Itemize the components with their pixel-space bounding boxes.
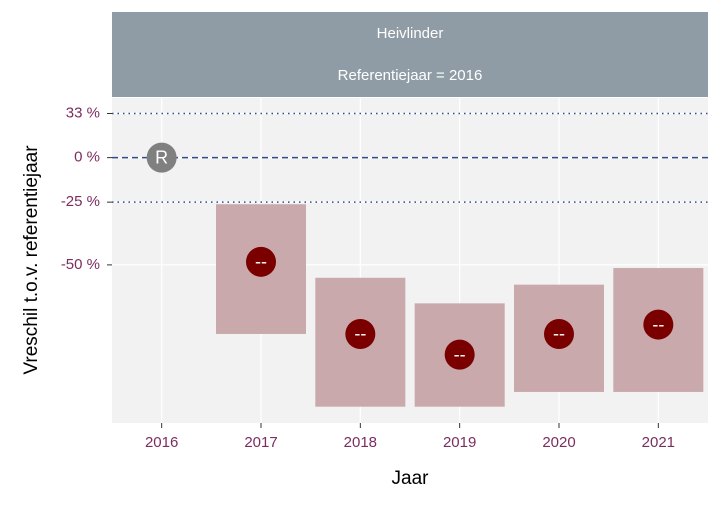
point [345,318,376,349]
point-label: -- [354,324,366,344]
point [544,318,574,349]
x-tick-label: 2020 [542,434,575,451]
point [444,339,475,370]
y-tick-label: -50 % [61,256,100,273]
point [643,309,674,340]
strip-title: Heivlinder [377,25,444,42]
panel [112,98,708,423]
point [246,246,276,277]
point-label: -- [454,344,466,364]
strip-subtitle: Referentiejaar = 2016 [338,67,483,84]
y-tick-label: 0 % [74,149,100,166]
x-tick-label: 2019 [443,434,476,451]
point-label: -- [652,314,664,334]
y-axis-title: Vreschil t.o.v. referentiejaar [21,145,42,375]
x-axis-title: Jaar [392,468,430,489]
point-label: -- [553,324,565,344]
y-tick-label: -25 % [61,193,100,210]
y-tick-label: 33 % [66,104,100,121]
point [146,142,177,173]
x-tick-label: 2018 [344,434,377,451]
x-tick-label: 2016 [145,434,178,451]
x-tick-label: 2017 [244,434,277,451]
point-label: R [155,147,168,167]
x-tick-label: 2021 [642,434,675,451]
strip [112,12,708,97]
point-label: -- [255,252,267,272]
